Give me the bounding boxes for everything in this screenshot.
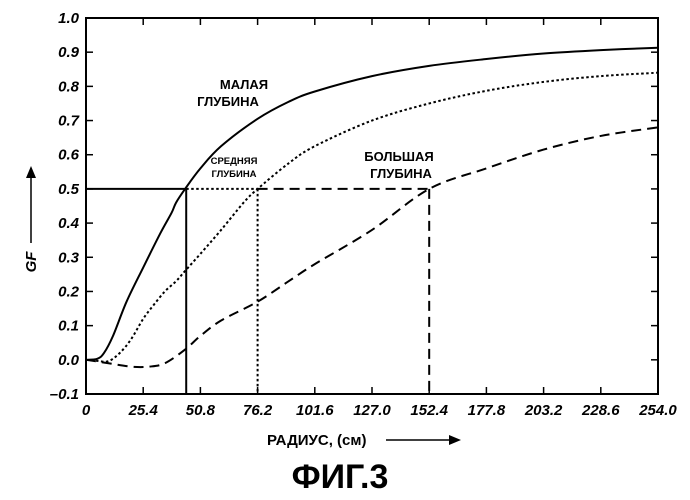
y-axis-ticks: –0.1 0.0 0.1 0.2 0.3 0.4 0.5 0.6 0.7 0.8 0.9 1.0 <box>50 10 658 403</box>
series-line-dotted <box>86 73 658 362</box>
y-tick-label: 0.8 <box>58 78 80 95</box>
series-line-solid <box>86 48 658 360</box>
y-tick-label: 0.6 <box>58 147 80 164</box>
y-tick-label: 0.7 <box>58 113 80 130</box>
series-group <box>86 48 658 367</box>
x-tick-label: 203.2 <box>524 402 563 419</box>
y-tick-label: 0.4 <box>58 215 80 232</box>
y-axis-title-group: GF <box>23 166 40 272</box>
label-small-depth-line1: МАЛАЯ <box>220 77 268 92</box>
x-tick-label: 101.6 <box>296 402 334 419</box>
y-axis-arrow-head <box>26 166 36 178</box>
x-axis-title-group: РАДИУС, (см) <box>267 432 461 449</box>
label-medium-depth-line1: СРЕДНЯЯ <box>211 156 258 167</box>
y-tick-label: 0.9 <box>58 44 80 61</box>
label-large-depth-line2: ГЛУБИНА <box>370 166 432 181</box>
y-tick-label: 0.5 <box>58 181 80 198</box>
x-tick-label: 127.0 <box>353 402 391 419</box>
y-tick-label: 0.0 <box>58 352 80 369</box>
label-small-depth-line2: ГЛУБИНА <box>197 94 259 109</box>
label-medium-depth-line2: ГЛУБИНА <box>211 169 256 180</box>
y-tick-label: 0.3 <box>58 249 80 266</box>
label-large-depth-line1: БОЛЬШАЯ <box>364 149 433 164</box>
figure-caption: ФИГ.3 <box>292 458 389 496</box>
x-tick-label: 76.2 <box>243 402 273 419</box>
y-tick-label: 0.1 <box>58 318 79 335</box>
y-tick-label: 0.2 <box>58 283 80 300</box>
x-tick-label: 0 <box>82 402 91 419</box>
plot-frame <box>86 18 658 394</box>
y-axis-title: GF <box>23 251 40 273</box>
x-tick-label: 177.8 <box>468 402 506 419</box>
reference-lines <box>86 189 429 394</box>
y-tick-label: –0.1 <box>50 386 79 403</box>
x-axis-arrow-head <box>449 435 461 445</box>
x-tick-label: 25.4 <box>128 402 159 419</box>
x-tick-label: 228.6 <box>581 402 620 419</box>
y-tick-label: 1.0 <box>58 10 80 27</box>
x-axis-title: РАДИУС, (см) <box>267 432 366 449</box>
x-tick-label: 254.0 <box>638 402 677 419</box>
x-tick-label: 50.8 <box>186 402 216 419</box>
x-tick-label: 152.4 <box>410 402 448 419</box>
